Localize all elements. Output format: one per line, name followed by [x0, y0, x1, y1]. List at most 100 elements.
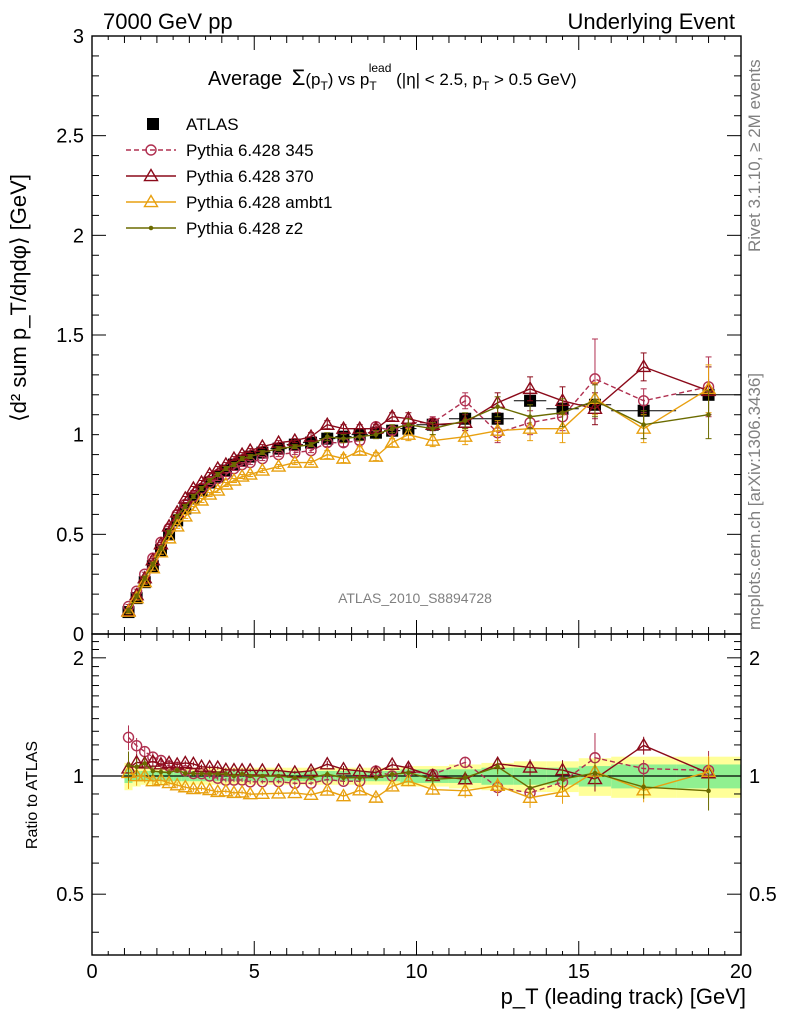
- series-3-ratio-point: [145, 773, 161, 787]
- series-3-ratio-point: [177, 779, 194, 793]
- series-3-ratio-point: [425, 781, 441, 795]
- legend-marker: [143, 194, 159, 208]
- series-4-ratio-point: [191, 771, 196, 776]
- series-4-point: [324, 434, 330, 439]
- main-y-tick-label: 3: [73, 26, 84, 48]
- main-y-tick-label: 2.5: [56, 126, 84, 148]
- plot-frames: 0 5 10 15 20 0 0.5 1 1.5 2 2.5 3 0.5 0.5 1 1 2 2: [56, 26, 777, 983]
- series-2-ratio-point: [384, 756, 400, 770]
- series-2-ratio-point: [319, 756, 335, 770]
- series-4-ratio-point: [324, 771, 330, 777]
- series-4-ratio-point: [357, 775, 363, 781]
- series-4-ratio-point: [174, 767, 180, 773]
- series-4-ratio-point: [495, 764, 500, 770]
- series-3-ratio-point: [137, 768, 153, 782]
- series-4-point: [430, 426, 436, 431]
- analysis-watermark: ATLAS_2010_S8894728: [338, 590, 492, 606]
- ratio-y-tick-label: 1: [73, 766, 84, 788]
- series-3-ratio-point: [400, 773, 417, 787]
- series-4-point: [142, 575, 148, 581]
- series-3-point: [384, 434, 400, 448]
- series-1-ratio-point: [203, 770, 216, 782]
- series-4-ratio-point: [239, 771, 245, 777]
- series-1-point: [459, 395, 471, 407]
- legend-marker: [147, 118, 159, 130]
- series-3-point: [303, 454, 319, 468]
- plot-title-vs: vs p: [333, 70, 369, 89]
- ratio-y-tick-label: 2: [73, 648, 84, 670]
- series-4-ratio-point: [215, 771, 221, 777]
- series-4-point: [341, 436, 346, 441]
- series-3-line: [127, 388, 709, 613]
- series-4-point: [150, 561, 156, 567]
- series-4-ratio-point: [592, 770, 598, 776]
- main-y-tick-label: 1: [73, 425, 84, 447]
- series-4-point: [373, 432, 379, 437]
- series-3-point: [319, 446, 335, 460]
- x-tick-label: 10: [405, 961, 427, 983]
- series-4-point: [199, 486, 204, 491]
- series-3-ratio-point: [234, 784, 250, 798]
- series-3-ratio-point: [335, 788, 352, 802]
- plot-title-prefix: Average: [208, 68, 282, 90]
- series-2-ratio-point: [635, 737, 652, 751]
- series-3-ratio-point: [368, 789, 384, 803]
- series-4-point: [239, 456, 245, 461]
- series-4-ratio-point: [223, 771, 229, 777]
- legend-label: Pythia 6.428 z2: [186, 219, 303, 238]
- plot-title-sigma: Σ: [292, 65, 306, 90]
- series-3-point: [120, 603, 137, 617]
- series-2-point: [303, 428, 319, 442]
- series-4-point: [166, 530, 172, 535]
- series-4-ratio-line: [128, 762, 709, 792]
- series-4-ratio-point: [182, 771, 188, 776]
- series-2-point: [635, 359, 652, 373]
- plot-title-arg: (p: [305, 70, 320, 89]
- mcplots-label: mcplots.cern.ch [arXiv:1306.3436]: [745, 373, 764, 630]
- series-3-ratio-point: [254, 785, 271, 800]
- series-2-point: [335, 420, 352, 434]
- series-2-point: [522, 380, 538, 395]
- series-4-point: [406, 422, 411, 428]
- series-3-point: [425, 432, 441, 446]
- series-4-point: [191, 494, 196, 499]
- series-4-ratio-point: [276, 773, 281, 779]
- series-2-ratio-point: [185, 756, 202, 770]
- series-4-ratio-point: [150, 768, 156, 774]
- main-y-tick-label: 0: [73, 624, 84, 646]
- plot-title-vs-sub: T: [369, 79, 377, 93]
- series-4-point: [207, 478, 212, 483]
- series-3-point: [242, 466, 258, 480]
- series-2-point: [319, 416, 335, 430]
- series-4-ratio-point: [207, 771, 212, 777]
- series-3-point: [270, 458, 287, 472]
- main-ylabel: ⟨d² sum p_T/dηdφ⟩ [GeV]: [6, 174, 31, 422]
- series-1-ratio-point: [130, 740, 143, 752]
- series-2-ratio-point: [161, 755, 177, 769]
- ratio-y-tick-label-right: 0.5: [749, 884, 777, 906]
- series-4-ratio-point: [373, 775, 379, 781]
- legend: ATLAS Pythia 6.428 345 Pythia 6.428 370 Pyt…: [126, 115, 332, 238]
- series-4-point: [215, 472, 221, 477]
- series-3-point: [351, 442, 368, 456]
- series-4-line: [127, 400, 709, 612]
- series-4-ratio-point: [706, 788, 711, 794]
- series-3-point: [457, 428, 473, 442]
- series-4-ratio-point: [126, 763, 131, 768]
- plot-title-cuts-sub: T: [482, 79, 490, 93]
- series-3-point: [368, 448, 384, 462]
- series-1-ratio-point: [122, 731, 135, 744]
- series-3-point: [522, 420, 538, 434]
- series-3-point: [128, 590, 145, 604]
- plot-title-vs-sup: lead: [369, 61, 392, 75]
- series-4-ratio-point: [134, 764, 139, 770]
- series-3-point: [287, 454, 303, 468]
- series-3-ratio-point: [169, 777, 185, 791]
- series-4-point: [292, 444, 298, 449]
- series-2-point: [384, 408, 400, 422]
- series-4-point: [276, 446, 281, 451]
- header-right: Underlying Event: [567, 9, 735, 34]
- series-4-point: [462, 418, 468, 424]
- series-3-point: [137, 574, 153, 588]
- series-3-point: [554, 420, 571, 434]
